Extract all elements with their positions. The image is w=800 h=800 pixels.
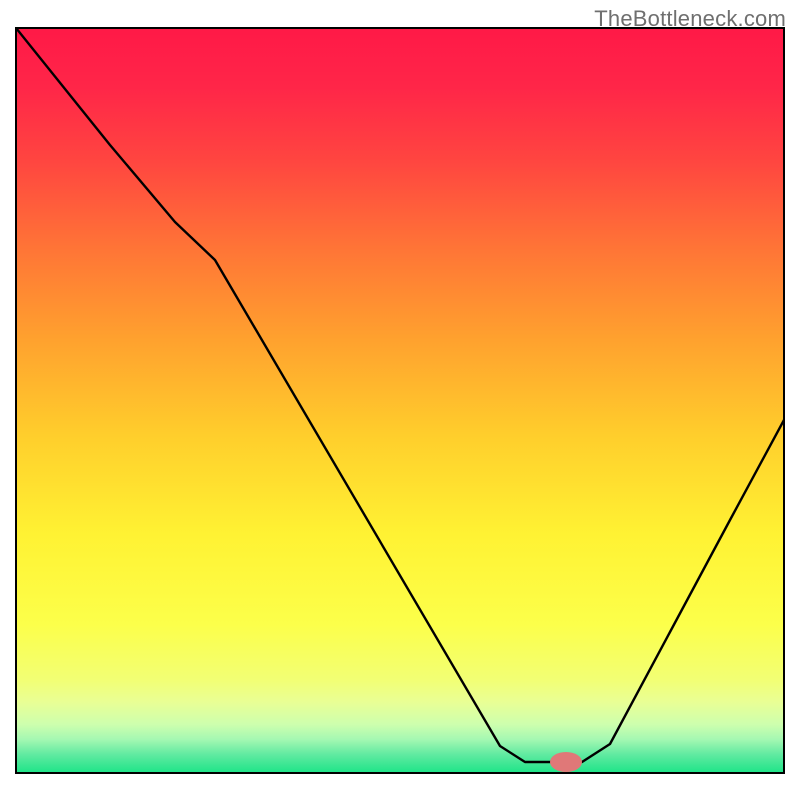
minimum-marker [550, 752, 582, 772]
watermark-text: TheBottleneck.com [594, 6, 786, 32]
chart-container: TheBottleneck.com [0, 0, 800, 800]
bottleneck-chart [0, 0, 800, 800]
gradient-background [16, 28, 784, 773]
